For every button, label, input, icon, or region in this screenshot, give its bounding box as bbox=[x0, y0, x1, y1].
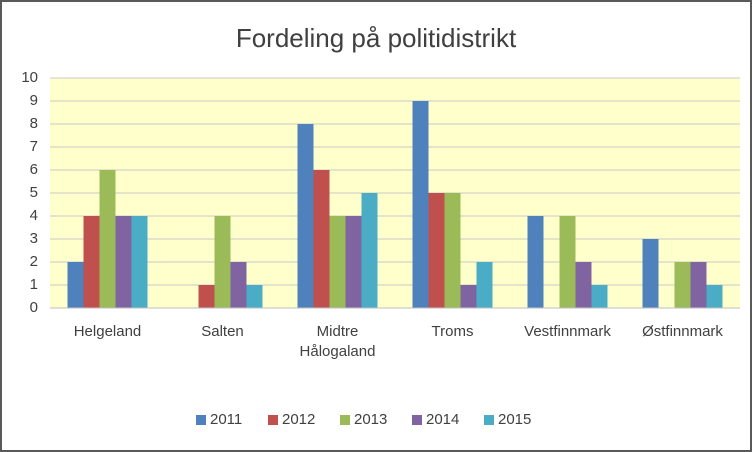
y-tick-label: 0 bbox=[30, 299, 38, 316]
legend-swatch bbox=[196, 415, 206, 425]
legend-label: 2015 bbox=[498, 411, 531, 428]
legend-label: 2012 bbox=[282, 411, 315, 428]
bar bbox=[527, 216, 544, 308]
y-tick-label: 1 bbox=[30, 276, 38, 293]
bar bbox=[313, 170, 330, 308]
y-tick-label: 2 bbox=[30, 253, 38, 270]
bar bbox=[198, 285, 215, 308]
bar bbox=[297, 124, 314, 308]
bar bbox=[690, 262, 707, 308]
bar bbox=[131, 216, 148, 308]
bar bbox=[674, 262, 691, 308]
y-tick-label: 6 bbox=[30, 161, 38, 178]
bar bbox=[575, 262, 592, 308]
bar bbox=[444, 193, 461, 308]
legend-swatch bbox=[268, 415, 278, 425]
y-tick-label: 10 bbox=[21, 69, 38, 86]
x-tick-label: Østfinnmark bbox=[642, 323, 723, 340]
bar bbox=[99, 170, 116, 308]
bar bbox=[460, 285, 477, 308]
legend-swatch bbox=[484, 415, 494, 425]
legend-label: 2013 bbox=[354, 411, 387, 428]
bar bbox=[67, 262, 84, 308]
x-tick-label: Salten bbox=[201, 323, 244, 340]
bar bbox=[83, 216, 100, 308]
y-tick-label: 4 bbox=[30, 207, 38, 224]
y-tick-label: 7 bbox=[30, 138, 38, 155]
legend-swatch bbox=[340, 415, 350, 425]
chart-title: Fordeling på politidistrikt bbox=[236, 23, 517, 53]
bar bbox=[706, 285, 723, 308]
bar bbox=[230, 262, 247, 308]
y-tick-label: 8 bbox=[30, 115, 38, 132]
bar bbox=[476, 262, 493, 308]
bar bbox=[361, 193, 378, 308]
bar bbox=[591, 285, 608, 308]
y-tick-label: 9 bbox=[30, 92, 38, 109]
legend-label: 2014 bbox=[426, 411, 459, 428]
bar bbox=[214, 216, 231, 308]
legend-swatch bbox=[412, 415, 422, 425]
y-tick-label: 3 bbox=[30, 230, 38, 247]
x-tick-label: Troms bbox=[431, 323, 474, 340]
legend-label: 2011 bbox=[210, 411, 242, 428]
x-tick-label: Vestfinnmark bbox=[524, 323, 611, 340]
bar bbox=[428, 193, 445, 308]
bar bbox=[345, 216, 362, 308]
bar bbox=[329, 216, 346, 308]
bar bbox=[246, 285, 263, 308]
x-tick-label: Helgeland bbox=[73, 323, 142, 340]
y-tick-label: 5 bbox=[30, 184, 38, 201]
bar bbox=[115, 216, 132, 308]
bar bbox=[412, 101, 429, 308]
x-tick-label: Midtre Hålogaland bbox=[299, 323, 376, 360]
bar bbox=[559, 216, 576, 308]
bar bbox=[642, 239, 659, 308]
